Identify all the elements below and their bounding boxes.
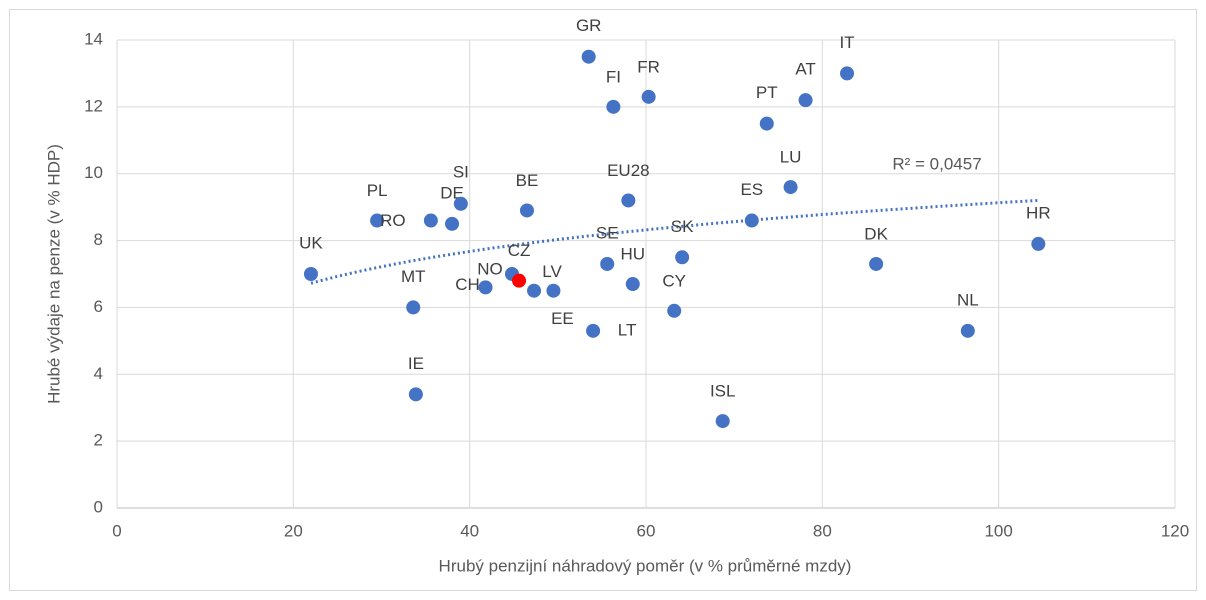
y-tick-label: 12 bbox=[84, 96, 103, 115]
point-label: LT bbox=[618, 320, 637, 339]
y-tick-label: 10 bbox=[84, 163, 103, 182]
point bbox=[512, 273, 527, 288]
point bbox=[453, 196, 468, 211]
point bbox=[667, 303, 682, 318]
point-label: PL bbox=[367, 181, 388, 200]
point-label: HR bbox=[1026, 203, 1051, 222]
point-label: LV bbox=[542, 262, 562, 281]
y-tick-label: 0 bbox=[94, 497, 103, 516]
point-label: NO bbox=[477, 259, 503, 278]
x-tick-label: 120 bbox=[1161, 521, 1189, 540]
point bbox=[869, 256, 884, 271]
point bbox=[478, 280, 493, 295]
point bbox=[715, 414, 730, 429]
point bbox=[675, 250, 690, 265]
point bbox=[960, 323, 975, 338]
point-label: SK bbox=[671, 217, 694, 236]
point-label: SE bbox=[596, 223, 619, 242]
point bbox=[445, 216, 460, 231]
point-label: CZ bbox=[508, 241, 531, 260]
point-label: PT bbox=[756, 83, 778, 102]
point-label: AT bbox=[795, 60, 815, 79]
point bbox=[423, 213, 438, 228]
chart-border bbox=[9, 9, 1197, 591]
y-tick-label: 8 bbox=[94, 230, 103, 249]
point-label: EE bbox=[551, 309, 574, 328]
y-tick-label: 14 bbox=[84, 29, 103, 48]
point-label: LU bbox=[780, 148, 802, 167]
y-axis-title: Hrubé výdaje na penze (v % HDP) bbox=[44, 144, 63, 404]
point-label: BE bbox=[516, 171, 539, 190]
trendline bbox=[310, 198, 1039, 285]
point bbox=[798, 93, 813, 108]
point bbox=[527, 283, 542, 298]
y-tick-label: 4 bbox=[94, 364, 103, 383]
point bbox=[759, 116, 774, 131]
point-label: IT bbox=[839, 33, 854, 52]
x-tick-label: 0 bbox=[112, 521, 121, 540]
point bbox=[783, 180, 798, 195]
point-label: CY bbox=[662, 271, 686, 290]
point-label: NL bbox=[957, 290, 979, 309]
point bbox=[621, 193, 636, 208]
point bbox=[625, 277, 640, 292]
point bbox=[303, 267, 318, 281]
x-tick-label: 40 bbox=[460, 521, 479, 540]
y-tick-label: 6 bbox=[94, 297, 103, 316]
trendline-label: R² = 0,0457 bbox=[892, 154, 981, 173]
point-label: DK bbox=[864, 224, 888, 243]
point bbox=[519, 203, 534, 218]
point bbox=[600, 256, 615, 271]
point-label: MT bbox=[401, 267, 426, 286]
y-tick-label: 2 bbox=[94, 431, 103, 450]
x-axis-title: Hrubý penzijní náhradový poměr (v % prům… bbox=[439, 556, 852, 575]
point-label: RO bbox=[380, 211, 406, 230]
point bbox=[1031, 236, 1046, 251]
point bbox=[586, 323, 601, 338]
point bbox=[408, 387, 423, 402]
point-label: EU28 bbox=[607, 161, 650, 180]
point-label: IE bbox=[408, 354, 424, 373]
point-label: HU bbox=[620, 245, 645, 264]
point-label: ISL bbox=[710, 382, 736, 401]
point bbox=[840, 66, 855, 81]
point-label: GR bbox=[576, 16, 602, 35]
point-label: SI bbox=[453, 162, 469, 181]
point-label: FR bbox=[637, 57, 660, 76]
point-label: UK bbox=[299, 233, 323, 252]
point-label: FI bbox=[606, 67, 621, 86]
x-tick-label: 100 bbox=[984, 521, 1012, 540]
x-tick-label: 60 bbox=[637, 521, 656, 540]
point bbox=[744, 213, 759, 228]
point-label: ES bbox=[740, 180, 763, 199]
point bbox=[581, 49, 596, 64]
point bbox=[641, 89, 656, 104]
x-tick-label: 20 bbox=[284, 521, 303, 540]
point bbox=[546, 283, 561, 298]
x-tick-label: 80 bbox=[813, 521, 832, 540]
point-label: CH bbox=[455, 275, 480, 294]
point bbox=[406, 300, 421, 315]
point bbox=[606, 99, 621, 114]
point bbox=[370, 213, 385, 228]
